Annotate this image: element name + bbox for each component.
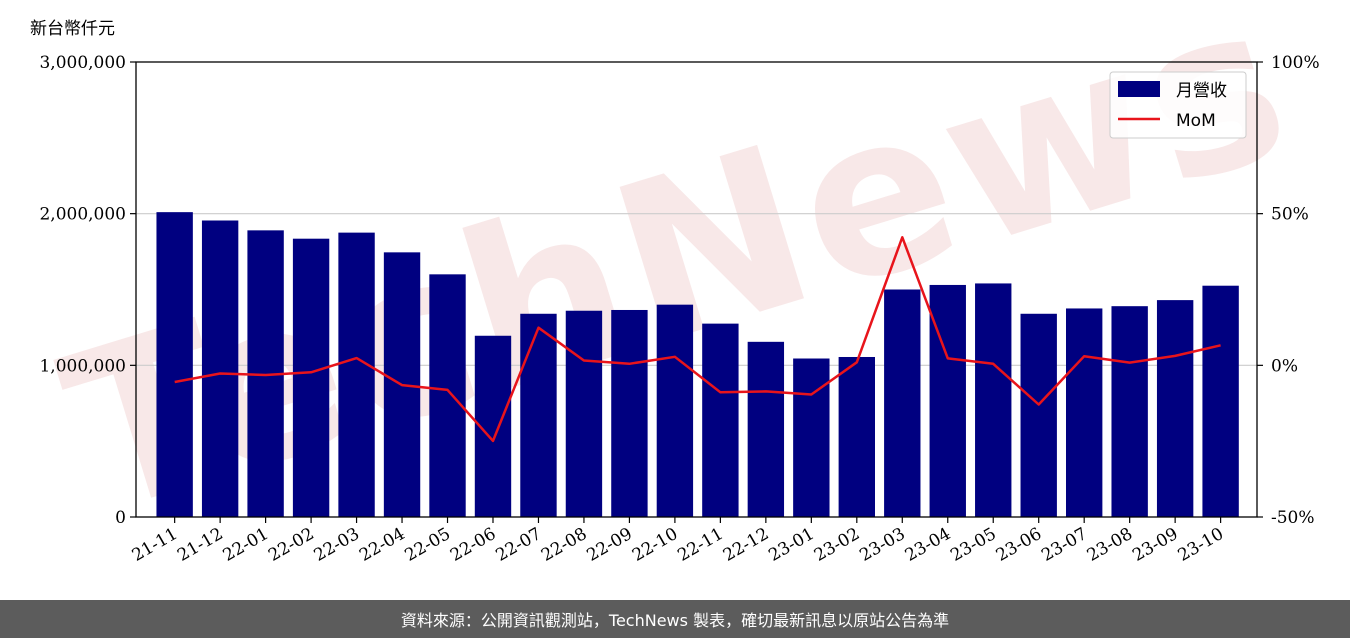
bar-23-08 bbox=[1111, 306, 1148, 517]
x-tick-label-22-06: 22-06 bbox=[447, 524, 499, 566]
bar-21-11 bbox=[156, 212, 193, 517]
x-tick-label-23-05: 23-05 bbox=[947, 524, 999, 566]
bar-23-05 bbox=[975, 283, 1012, 517]
left-tick-label: 1,000,000 bbox=[39, 356, 126, 376]
bar-23-09 bbox=[1156, 300, 1194, 517]
x-tick-label-23-03: 23-03 bbox=[856, 524, 908, 566]
x-tick-label-22-03: 22-03 bbox=[311, 524, 363, 566]
bar-22-08 bbox=[565, 310, 603, 517]
x-tick-label-22-09: 22-09 bbox=[583, 524, 635, 566]
bar-22-10 bbox=[656, 304, 694, 517]
mom-line-series bbox=[174, 236, 1221, 443]
right-tick-label: 100% bbox=[1271, 53, 1320, 73]
bar-23-02 bbox=[838, 356, 875, 517]
bar-23-04 bbox=[929, 284, 966, 517]
x-tick-label-22-02: 22-02 bbox=[265, 524, 317, 566]
bar-22-09 bbox=[611, 309, 648, 517]
bar-22-11 bbox=[702, 323, 739, 517]
left-tick-label: 0 bbox=[115, 508, 126, 528]
bar-23-07 bbox=[1065, 308, 1103, 517]
right-tick-label: 0% bbox=[1271, 356, 1298, 376]
revenue-chart: TechNews 01,000,0002,000,0003,000,000-50… bbox=[39, 0, 1320, 566]
x-tick-label-23-06: 23-06 bbox=[993, 524, 1045, 566]
bar-series bbox=[156, 212, 1239, 518]
bar-22-05 bbox=[429, 274, 466, 517]
x-tick-label-22-12: 22-12 bbox=[720, 524, 772, 566]
left-tick-label: 3,000,000 bbox=[39, 53, 126, 73]
x-tick-label-23-08: 23-08 bbox=[1084, 524, 1136, 566]
legend-line-label: MoM bbox=[1176, 111, 1216, 131]
x-tick-label-23-09: 23-09 bbox=[1129, 524, 1181, 566]
bar-23-01 bbox=[793, 358, 830, 517]
legend: 月營收 MoM bbox=[1109, 71, 1247, 139]
x-tick-label-22-11: 22-11 bbox=[674, 524, 726, 566]
bar-23-10 bbox=[1202, 285, 1239, 517]
bar-22-07 bbox=[520, 313, 557, 517]
bar-22-02 bbox=[292, 238, 330, 518]
x-tick-label-22-01: 22-01 bbox=[220, 524, 272, 566]
legend-bar-label: 月營收 bbox=[1176, 81, 1227, 101]
x-tick-label-22-08: 22-08 bbox=[538, 524, 590, 566]
mom-line bbox=[174, 236, 1221, 443]
x-tick-label-23-01: 23-01 bbox=[765, 524, 817, 566]
x-tick-label-23-07: 23-07 bbox=[1038, 524, 1090, 566]
legend-bar-swatch bbox=[1118, 81, 1160, 97]
left-tick-label: 2,000,000 bbox=[39, 205, 126, 225]
x-tick-label-23-10: 23-10 bbox=[1175, 524, 1227, 566]
x-tick-label-22-04: 22-04 bbox=[356, 524, 408, 566]
y-axis-unit-label: 新台幣仟元 bbox=[30, 19, 115, 39]
bar-23-03 bbox=[884, 289, 921, 517]
source-footer: 資料來源：公開資訊觀測站，TechNews 製表，確切最新訊息以原站公告為準 bbox=[0, 600, 1350, 638]
x-tick-label-22-07: 22-07 bbox=[493, 524, 545, 566]
x-tick-label-23-04: 23-04 bbox=[902, 524, 954, 566]
right-tick-label: -50% bbox=[1271, 508, 1315, 528]
plot-frame bbox=[135, 61, 1258, 518]
x-tick-label-23-02: 23-02 bbox=[811, 524, 863, 566]
bar-22-03 bbox=[338, 232, 375, 517]
bar-23-06 bbox=[1020, 313, 1057, 517]
bar-21-12 bbox=[201, 220, 239, 517]
bar-22-12 bbox=[747, 341, 785, 517]
x-tick-label-22-05: 22-05 bbox=[402, 524, 454, 566]
right-tick-label: 50% bbox=[1271, 205, 1309, 225]
x-tick-label-22-10: 22-10 bbox=[629, 524, 681, 566]
